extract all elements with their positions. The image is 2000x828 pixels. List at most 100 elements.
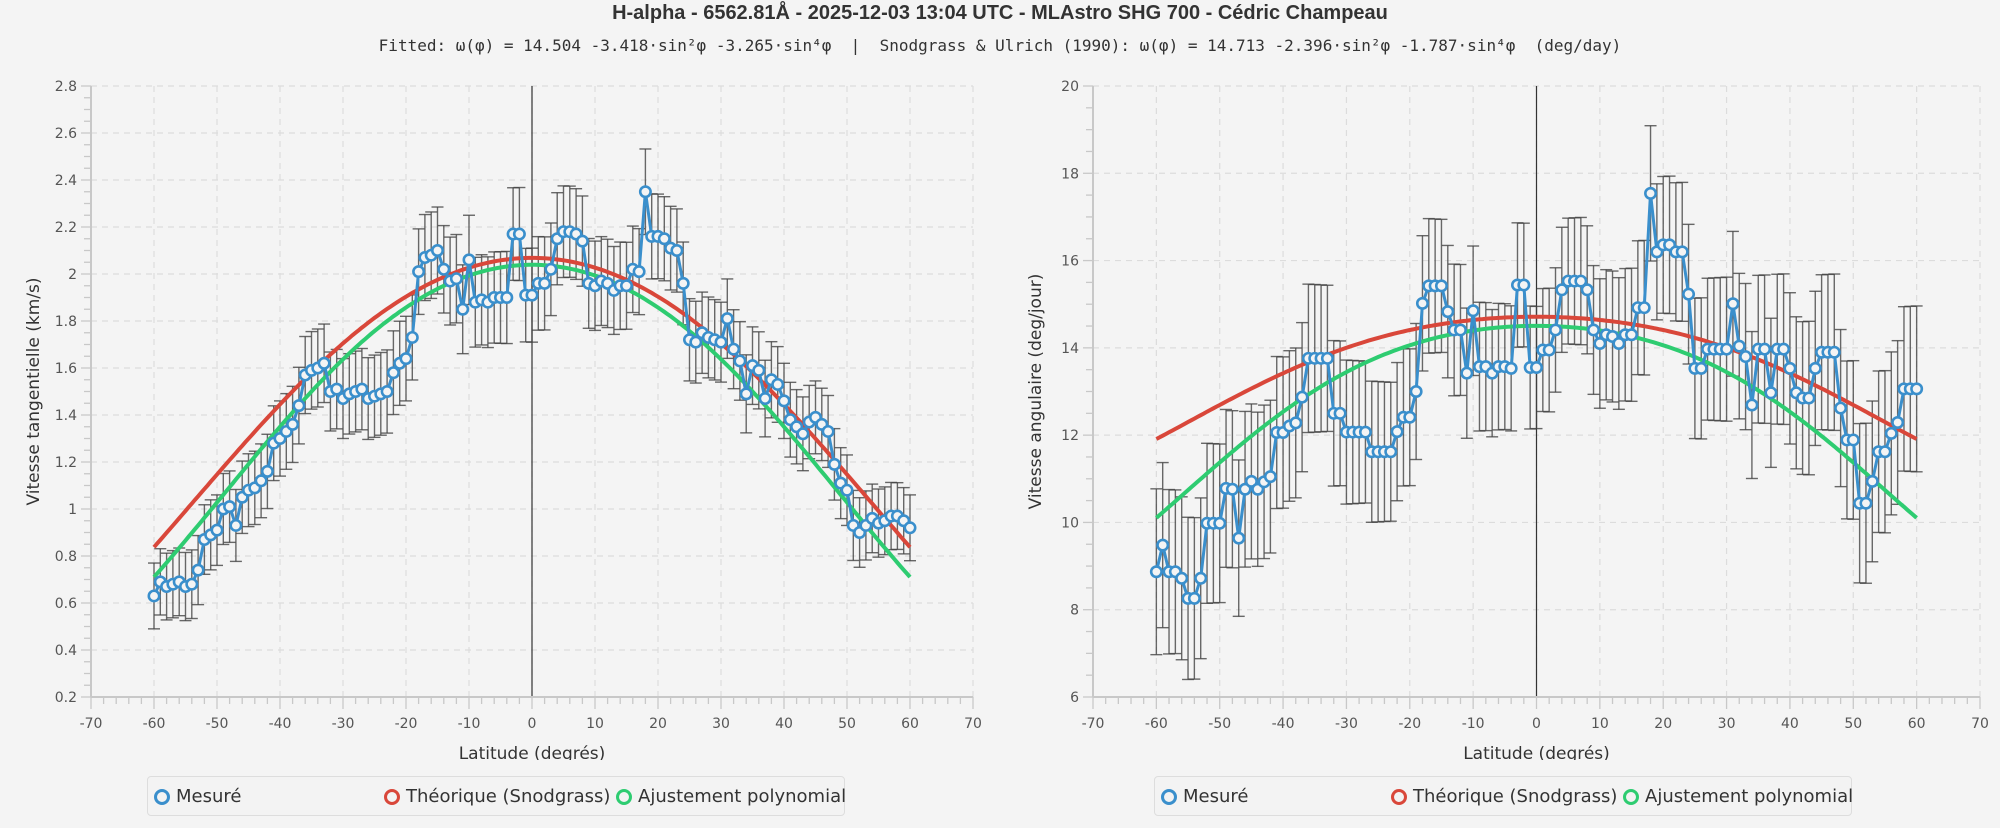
measured-point: [1149, 565, 1163, 579]
measured-point: [437, 262, 451, 276]
measured-point: [1612, 336, 1626, 350]
measured-point: [821, 424, 835, 438]
measured-point: [1808, 361, 1822, 375]
measured-point: [538, 276, 552, 290]
measured-point: [1720, 342, 1734, 356]
measured-point: [1574, 274, 1588, 288]
measured-point: [1358, 425, 1372, 439]
measured-point: [330, 382, 344, 396]
measured-point: [840, 483, 854, 497]
measured-point: [777, 394, 791, 408]
polynomial-fit-curve: [1155, 323, 1918, 520]
legend-item-measured[interactable]: Mesuré: [1161, 786, 1248, 807]
measured-point: [449, 272, 463, 286]
measured-point: [1504, 361, 1518, 375]
measured-point: [399, 352, 413, 366]
measured-point: [1878, 445, 1892, 459]
x-tick-label: -20: [395, 716, 418, 732]
measured-point: [1175, 571, 1189, 585]
measured-point: [1403, 410, 1417, 424]
measured-point: [720, 312, 734, 326]
legend-item-fit[interactable]: Ajustement polynomial: [616, 786, 846, 807]
measured-point: [1384, 445, 1398, 459]
measured-point: [1587, 323, 1601, 337]
measured-point: [380, 384, 394, 398]
measured-point: [1783, 361, 1797, 375]
y-tick-label: 10: [1061, 515, 1079, 531]
measured-point: [1555, 283, 1569, 297]
measured-point: [1225, 482, 1239, 496]
measured-point: [1732, 339, 1746, 353]
measured-point: [191, 563, 205, 577]
fit-marker-icon: [1623, 788, 1639, 805]
legend-item-fit[interactable]: Ajustement polynomial: [1623, 786, 1853, 807]
measured-point: [292, 399, 306, 413]
measured-point: [1460, 366, 1474, 380]
measured-point: [1802, 391, 1816, 405]
measured-point: [1434, 279, 1448, 293]
x-tick-label: 10: [1591, 716, 1609, 732]
x-tick-label: -50: [1208, 716, 1231, 732]
x-tick-label: -60: [1145, 716, 1168, 732]
measured-point: [1529, 360, 1543, 374]
measured-point: [412, 265, 426, 279]
measured-point: [1415, 296, 1429, 310]
x-tick-label: 60: [1908, 716, 1926, 732]
y-tick-label: 12: [1061, 428, 1079, 444]
measured-point: [1441, 305, 1455, 319]
measured-point: [758, 392, 772, 406]
legend-label-theoretical: Théorique (Snodgrass): [406, 786, 611, 807]
measured-point: [1295, 390, 1309, 404]
measured-point: [714, 335, 728, 349]
x-tick-label: 60: [901, 716, 919, 732]
measured-point: [430, 244, 444, 258]
measured-point: [1320, 351, 1334, 365]
y-tick-label: 0.6: [55, 596, 77, 612]
y-tick-label: 2.2: [55, 220, 77, 236]
legend-label-measured: Mesuré: [176, 786, 242, 807]
x-tick-label: -60: [143, 716, 166, 732]
legend-right: Mesuré Théorique (Snodgrass) Ajustement …: [1154, 776, 1853, 816]
measured-point: [1542, 343, 1556, 357]
x-tick-label: -30: [1335, 716, 1358, 732]
x-tick-label: 50: [838, 716, 856, 732]
angular-velocity-chart: -70 -60 -50 -40 -30 -20 -10 0 10 20 30 40 50 60 70 6 8 10…: [1026, 79, 1989, 760]
measured-point: [1694, 361, 1708, 375]
measured-point: [1156, 538, 1170, 552]
y-tick-label: 14: [1061, 341, 1079, 357]
measured-point: [1637, 301, 1651, 315]
y-tick-label: 1.4: [55, 408, 77, 424]
measured-point: [1846, 433, 1860, 447]
legend-item-theoretical[interactable]: Théorique (Snodgrass): [1391, 786, 1617, 807]
measured-point: [739, 387, 753, 401]
y-tick-label: 0.2: [55, 690, 77, 706]
x-tick-label: -10: [1462, 716, 1485, 732]
y-tick-label: 0.8: [55, 549, 77, 565]
measured-point: [1891, 415, 1905, 429]
x-tick-label: 30: [712, 716, 730, 732]
x-axis-label: Latitude (degrés): [1463, 744, 1610, 760]
legend-item-theoretical[interactable]: Théorique (Snodgrass): [384, 786, 610, 807]
measured-point: [317, 356, 331, 370]
measured-point: [1625, 328, 1639, 342]
y-tick-label: 1.2: [55, 455, 77, 471]
y-tick-label: 1: [68, 502, 77, 518]
measured-point: [1333, 406, 1347, 420]
measured-point: [657, 232, 671, 246]
measured-point: [1466, 304, 1480, 318]
legend-left: Mesuré Théorique (Snodgrass) Ajustement …: [147, 776, 846, 816]
fit-marker-icon: [616, 788, 632, 805]
measured-point: [1682, 287, 1696, 301]
measured-point: [147, 589, 161, 603]
legend-label-fit: Ajustement polynomial: [1645, 786, 1854, 807]
x-tick-label: -50: [206, 716, 229, 732]
measured-point: [1758, 342, 1772, 356]
measured-point: [1263, 470, 1277, 484]
chart-title: H-alpha - 6562.81Å - 2025-12-03 13:04 UT…: [612, 2, 1388, 24]
legend-label-theoretical: Théorique (Snodgrass): [1413, 786, 1618, 807]
measured-point: [1194, 571, 1208, 585]
measured-point: [827, 457, 841, 471]
measured-point: [1827, 345, 1841, 359]
legend-item-measured[interactable]: Mesuré: [154, 786, 241, 807]
measured-point: [185, 577, 199, 591]
